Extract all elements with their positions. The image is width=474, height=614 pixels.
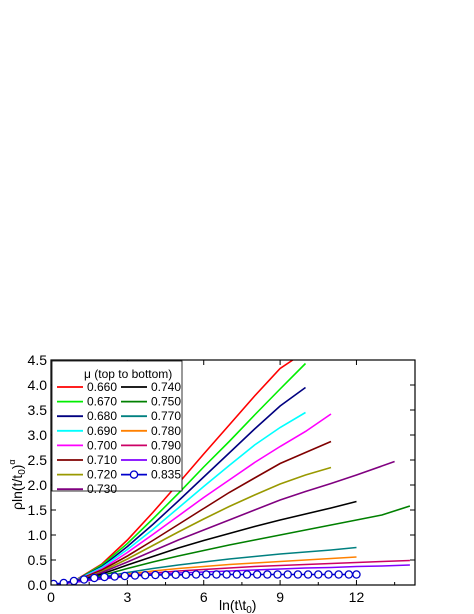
y-tick-label: 2.0	[28, 477, 48, 493]
data-point	[252, 570, 262, 579]
y-tick-label: 3.5	[28, 402, 48, 418]
legend-label: 0.680	[87, 409, 117, 423]
data-point	[120, 571, 130, 581]
data-point	[293, 570, 303, 579]
data-point	[191, 570, 201, 579]
data-point	[79, 575, 89, 584]
data-point	[171, 570, 180, 580]
y-axis-label-main: ρln(t/t	[9, 475, 25, 510]
data-point	[352, 570, 361, 579]
legend-label: 0.780	[151, 424, 181, 438]
data-point	[344, 570, 354, 579]
legend-label: 0.720	[87, 468, 117, 482]
data-point	[314, 570, 323, 579]
x-axis-label: ln(t\t0)	[219, 597, 256, 614]
y-axis-label-sup: α	[7, 459, 17, 464]
legend-label: 0.740	[151, 380, 181, 394]
x-tick-label: 3	[123, 589, 131, 605]
y-tick-label: 3.0	[28, 427, 48, 443]
legend-label: 0.800	[151, 453, 181, 467]
x-tick-label: 6	[200, 589, 208, 605]
data-point	[100, 572, 109, 582]
data-point	[181, 570, 191, 580]
data-point	[90, 573, 99, 583]
y-tick-label: 1.5	[28, 502, 48, 518]
data-point	[273, 570, 282, 579]
legend-label: 0.750	[151, 395, 181, 409]
data-point	[242, 570, 252, 579]
data-point	[151, 570, 160, 580]
data-point	[222, 570, 231, 579]
y-tick-label: 0.5	[28, 552, 48, 568]
x-axis-label-main: ln(t\t	[219, 597, 246, 613]
legend-label: 0.690	[87, 424, 117, 438]
data-point	[263, 570, 272, 579]
x-axis-label-close: )	[252, 597, 257, 613]
data-point	[232, 570, 242, 579]
y-tick-label: 0.0	[28, 577, 48, 593]
data-point	[202, 570, 211, 579]
data-point	[51, 579, 58, 585]
x-tick-label: 0	[47, 589, 55, 605]
data-point	[69, 576, 79, 585]
data-point	[283, 570, 292, 579]
x-tick-label: 12	[349, 589, 365, 605]
legend-marker	[129, 470, 139, 479]
plot-frame	[50, 359, 416, 586]
data-point	[212, 570, 221, 579]
data-point	[334, 570, 343, 579]
x-axis-label-sub: 0	[246, 605, 252, 614]
y-tick-label: 4.5	[28, 352, 48, 368]
legend-label: 0.660	[87, 380, 117, 394]
data-point	[59, 578, 68, 585]
legend-label: 0.790	[151, 438, 181, 452]
data-point	[130, 571, 140, 580]
y-axis-label: ρln(t/t0)α	[7, 459, 28, 510]
y-axis-label-close: )	[9, 465, 25, 470]
legend-label: 0.770	[151, 409, 181, 423]
y-tick-label: 2.5	[28, 452, 48, 468]
legend-label: 0.835	[151, 468, 181, 482]
legend-box	[51, 360, 183, 492]
y-axis-label-sub: 0	[17, 469, 28, 475]
data-point	[110, 572, 119, 581]
legend-title: μ (top to bottom)	[84, 367, 172, 381]
data-point	[324, 570, 333, 579]
y-tick-label: 4.0	[28, 377, 48, 393]
data-point	[303, 570, 313, 579]
data-point	[140, 571, 150, 580]
legend-label: 0.730	[87, 482, 117, 496]
data-point	[161, 570, 170, 580]
legend-label: 0.710	[87, 453, 117, 467]
legend-label: 0.700	[87, 438, 117, 452]
x-tick-label: 9	[276, 589, 284, 605]
legend-layer: 0.6600.6700.6800.6900.7000.7100.7200.730…	[57, 380, 181, 496]
y-tick-label: 1.0	[28, 527, 48, 543]
legend-label: 0.670	[87, 395, 117, 409]
